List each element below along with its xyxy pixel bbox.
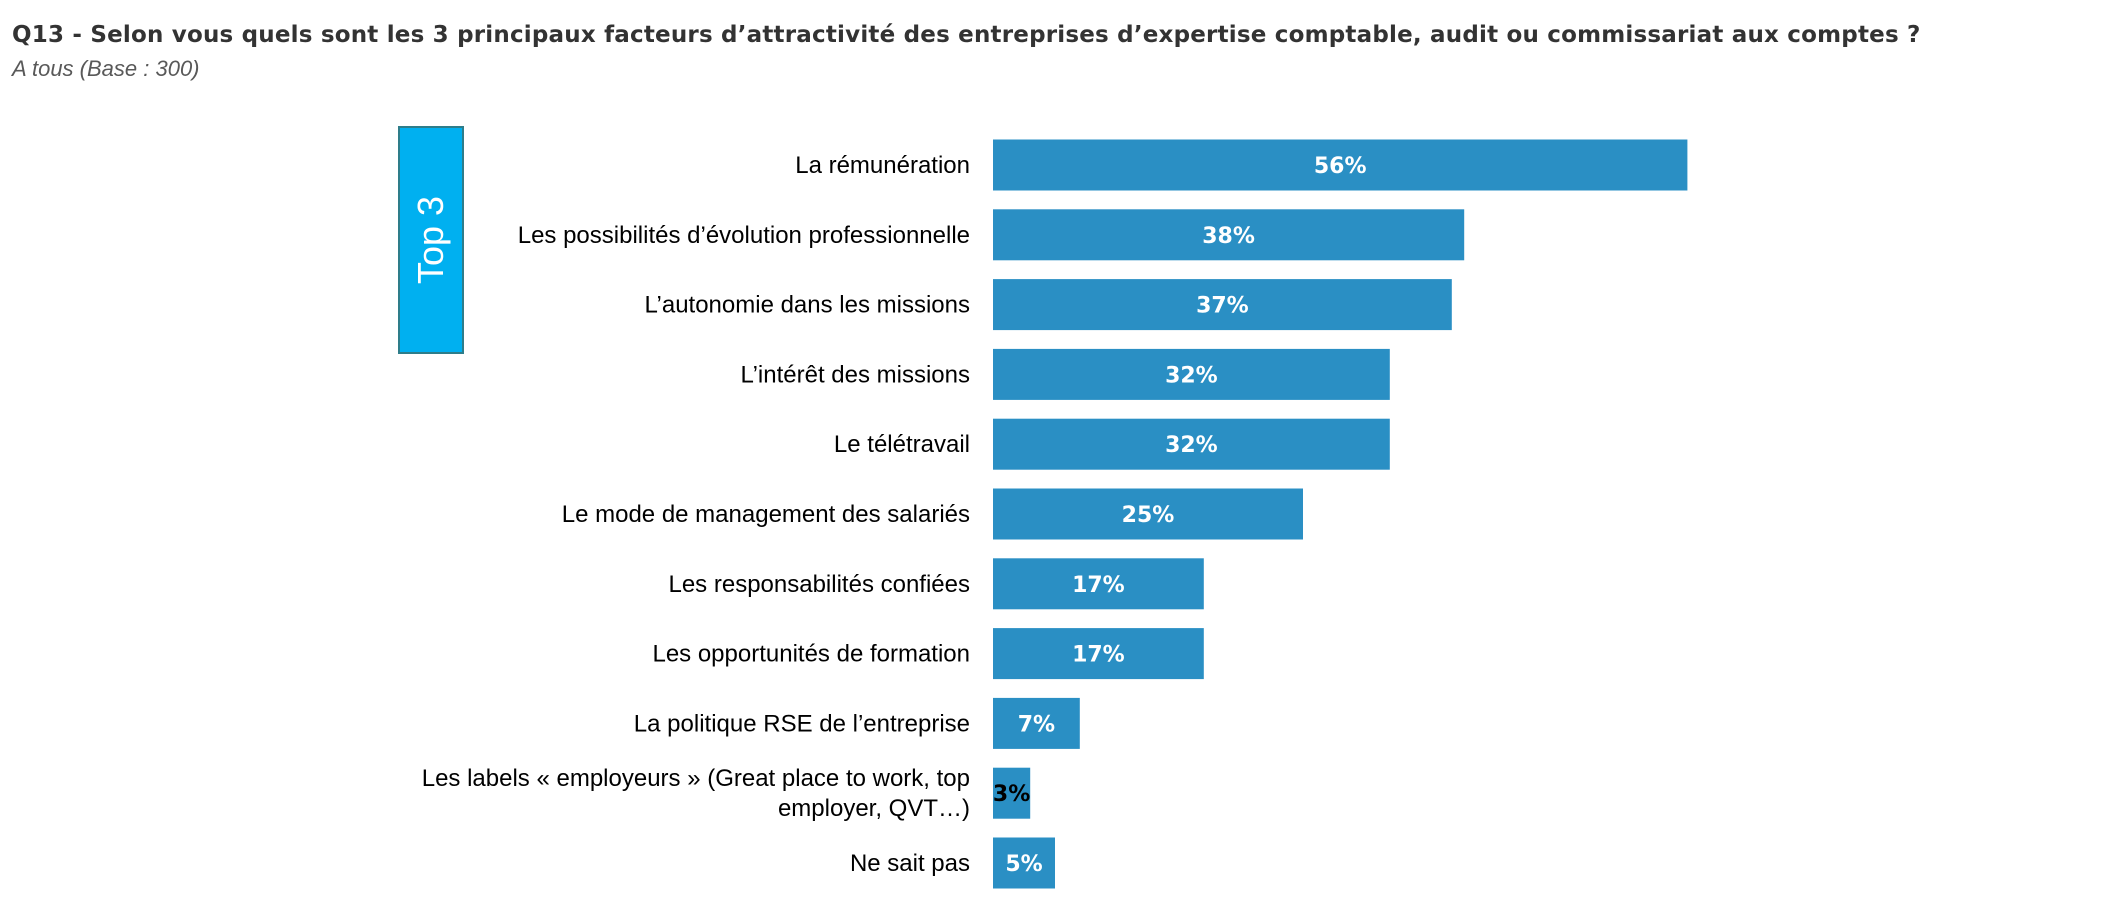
bar-value-label: 25% [1122, 503, 1175, 528]
category-label: La rémunération [795, 152, 970, 179]
bar-value-label: 38% [1202, 224, 1255, 249]
bar-value-label: 17% [1072, 573, 1125, 598]
bar-value-label: 7% [1018, 712, 1055, 737]
category-label: L’intérêt des missions [741, 361, 970, 388]
bar [993, 139, 1688, 191]
bar-value-label: 3% [993, 782, 1030, 807]
category-label: La politique RSE de l’entreprise [634, 710, 970, 737]
bar [993, 837, 1055, 889]
bar-value-label: 32% [1165, 433, 1218, 458]
bar [993, 209, 1465, 261]
category-label: Le télétravail [834, 431, 970, 458]
category-label: Les labels « employeurs » (Great place t… [422, 765, 970, 792]
category-label: Les opportunités de formation [652, 641, 970, 668]
bar [993, 418, 1390, 470]
category-label: Les possibilités d’évolution professionn… [518, 222, 970, 249]
category-label: Le mode de management des salariés [562, 501, 970, 528]
bar-value-label: 32% [1165, 363, 1218, 388]
bar [993, 767, 1031, 819]
category-label: Les responsabilités confiées [668, 571, 970, 598]
bar-value-label: 17% [1072, 643, 1125, 668]
bar [993, 628, 1204, 680]
chart-title: Q13 - Selon vous quels sont les 3 princi… [12, 22, 1921, 48]
bar [993, 697, 1080, 749]
category-label: L’autonomie dans les missions [644, 292, 970, 319]
bar-value-label: 5% [1005, 852, 1042, 877]
bar-value-label: 37% [1196, 294, 1249, 319]
category-label: Ne sait pas [850, 850, 970, 877]
bar [993, 488, 1303, 540]
bar [993, 279, 1452, 331]
bar [993, 558, 1204, 610]
bar-value-label: 56% [1314, 154, 1367, 179]
top3-box: Top 3 [398, 126, 464, 354]
chart-subtitle: A tous (Base : 300) [12, 56, 200, 81]
category-label: employer, QVT…) [778, 795, 970, 822]
bar [993, 348, 1390, 400]
